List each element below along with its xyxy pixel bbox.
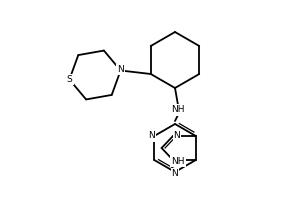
Text: NH: NH [171, 106, 185, 114]
Text: S: S [67, 75, 72, 84]
Text: N: N [117, 65, 124, 74]
Text: N: N [172, 170, 178, 178]
Text: N: N [174, 130, 180, 140]
Text: N: N [148, 132, 154, 140]
Text: NH: NH [171, 157, 185, 166]
